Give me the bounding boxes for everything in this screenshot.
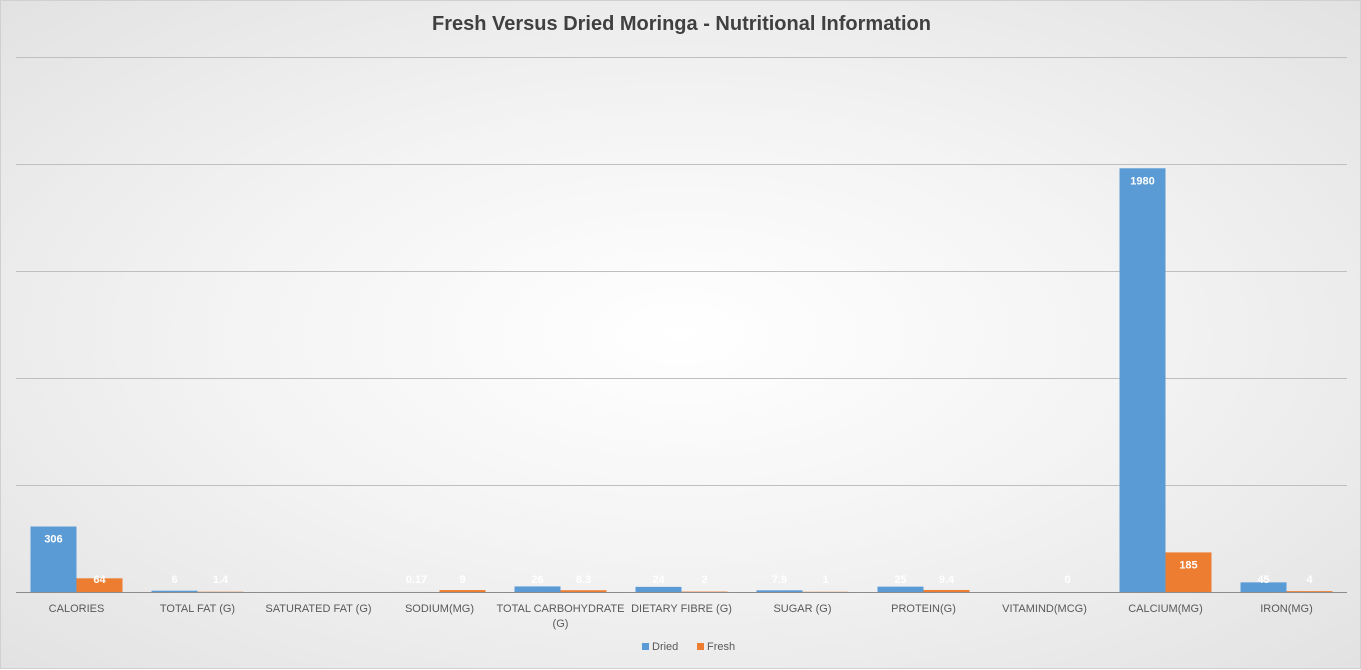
data-label-dried: 45 — [1257, 574, 1269, 586]
data-label-fresh: 185 — [1179, 559, 1197, 571]
bar-dried — [878, 587, 924, 592]
data-label-dried: 1980 — [1130, 175, 1154, 187]
data-label-fresh: 9.4 — [939, 574, 955, 586]
data-label-fresh: 9 — [459, 574, 465, 586]
data-label-dried: 25 — [894, 574, 906, 586]
bar-fresh — [561, 590, 607, 592]
category-label: VITAMIND(MCG) — [1002, 603, 1087, 615]
legend-label-fresh: Fresh — [707, 641, 735, 653]
category-label: SODIUM(MG) — [405, 603, 474, 615]
bar-dried — [1120, 168, 1166, 592]
bar-fresh — [440, 590, 486, 592]
data-label-dried: 6 — [171, 574, 177, 586]
data-label-dried: 306 — [44, 534, 62, 546]
data-label-dried: 24 — [652, 574, 665, 586]
data-label-fresh: 0 — [1064, 574, 1070, 586]
category-label: SUGAR (G) — [773, 603, 831, 615]
category-label: TOTAL CARBOHYDRATE(G) — [497, 603, 625, 630]
category-label: IRON(MG) — [1260, 603, 1313, 615]
bar-fresh — [1166, 552, 1212, 592]
category-label: PROTEIN(G) — [891, 603, 956, 615]
data-label-fresh: 8.3 — [576, 574, 591, 586]
bar-fresh — [1287, 591, 1333, 592]
legend-swatch-dried — [642, 643, 649, 650]
bar-dried — [636, 587, 682, 592]
legend-swatch-fresh — [697, 643, 704, 650]
bar-dried — [515, 586, 561, 592]
bar-fresh — [924, 590, 970, 592]
legend-label-dried: Dried — [652, 641, 678, 653]
category-label: TOTAL FAT (G) — [160, 603, 235, 615]
category-label: DIETARY FIBRE (G) — [631, 603, 732, 615]
data-label-dried: 26 — [531, 574, 543, 586]
data-label-fresh: 1 — [822, 574, 828, 586]
data-label-fresh: 64 — [93, 574, 106, 586]
category-label: CALORIES — [49, 603, 105, 615]
data-label-fresh: 2 — [701, 574, 707, 586]
data-label-fresh: 4 — [1306, 574, 1313, 586]
category-label: CALCIUM(MG) — [1128, 603, 1203, 615]
data-label-dried: 0.17 — [406, 574, 427, 586]
data-label-fresh: 1.4 — [213, 574, 229, 586]
data-label-dried: 7.9 — [772, 574, 787, 586]
bar-dried — [152, 591, 198, 592]
category-label: SATURATED FAT (G) — [265, 603, 371, 615]
bar-dried — [757, 590, 803, 592]
